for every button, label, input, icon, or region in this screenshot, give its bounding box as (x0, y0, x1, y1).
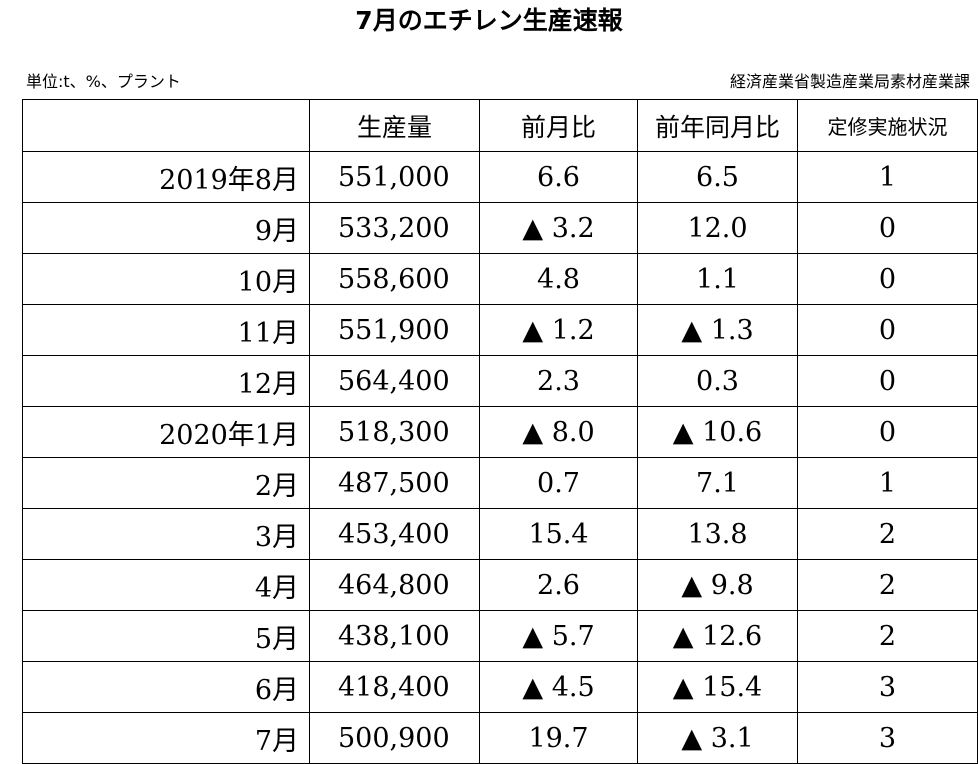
yoy-cell: 0.3 (637, 355, 798, 407)
table-row: 10月 558,600 4.8 1.1 0 (22, 253, 978, 305)
production-cell: 438,100 (309, 610, 480, 662)
ethylene-production-table: 生産量 前月比 前年同月比 定修実施状況 2019年8月 551,000 6.6 6.… (22, 99, 978, 764)
maintenance-cell: 0 (797, 406, 978, 458)
yoy-cell: ▲ 1.3 (637, 304, 798, 356)
table-row: 7月 500,900 19.7 ▲ 3.1 3 (22, 712, 978, 764)
mom-cell: 0.7 (479, 457, 638, 509)
mom-cell: ▲ 8.0 (479, 406, 638, 458)
production-cell: 418,400 (309, 661, 480, 713)
yoy-cell: 6.5 (637, 151, 798, 203)
production-cell: 551,000 (309, 151, 480, 203)
maintenance-cell: 2 (797, 508, 978, 560)
yoy-cell: 1.1 (637, 253, 798, 305)
header-maintenance: 定修実施状況 (797, 99, 978, 152)
maintenance-cell: 0 (797, 304, 978, 356)
maintenance-cell: 3 (797, 712, 978, 764)
mom-cell: ▲ 4.5 (479, 661, 638, 713)
production-cell: 551,900 (309, 304, 480, 356)
maintenance-cell: 0 (797, 253, 978, 305)
maintenance-cell: 2 (797, 559, 978, 611)
maintenance-cell: 1 (797, 151, 978, 203)
mom-cell: ▲ 5.7 (479, 610, 638, 662)
production-cell: 500,900 (309, 712, 480, 764)
maintenance-cell: 0 (797, 355, 978, 407)
header-period (22, 99, 310, 152)
table-header-row: 生産量 前月比 前年同月比 定修実施状況 (22, 99, 978, 152)
period-cell: 4月 (22, 559, 310, 611)
header-production: 生産量 (309, 99, 480, 152)
period-cell: 2020年1月 (22, 406, 310, 458)
yoy-cell: ▲ 15.4 (637, 661, 798, 713)
production-cell: 487,500 (309, 457, 480, 509)
yoy-cell: ▲ 9.8 (637, 559, 798, 611)
period-cell: 9月 (22, 202, 310, 254)
period-cell: 6月 (22, 661, 310, 713)
table-row: 2月 487,500 0.7 7.1 1 (22, 457, 978, 509)
table-row: 6月 418,400 ▲ 4.5 ▲ 15.4 3 (22, 661, 978, 713)
production-cell: 453,400 (309, 508, 480, 560)
table-row: 12月 564,400 2.3 0.3 0 (22, 355, 978, 407)
table-row: 3月 453,400 15.4 13.8 2 (22, 508, 978, 560)
header-mom: 前月比 (479, 99, 638, 152)
yoy-cell: 7.1 (637, 457, 798, 509)
period-cell: 2019年8月 (22, 151, 310, 203)
header-yoy: 前年同月比 (637, 99, 798, 152)
unit-note: 単位:t、%、プラント (26, 72, 181, 91)
period-cell: 3月 (22, 508, 310, 560)
mom-cell: 2.3 (479, 355, 638, 407)
period-cell: 7月 (22, 712, 310, 764)
page-title: 7月のエチレン生産速報 (355, 6, 623, 35)
table-row: 9月 533,200 ▲ 3.2 12.0 0 (22, 202, 978, 254)
period-cell: 11月 (22, 304, 310, 356)
table-row: 2020年1月 518,300 ▲ 8.0 ▲ 10.6 0 (22, 406, 978, 458)
mom-cell: 19.7 (479, 712, 638, 764)
production-cell: 533,200 (309, 202, 480, 254)
production-cell: 464,800 (309, 559, 480, 611)
yoy-cell: 12.0 (637, 202, 798, 254)
mom-cell: ▲ 3.2 (479, 202, 638, 254)
mom-cell: ▲ 1.2 (479, 304, 638, 356)
mom-cell: 4.8 (479, 253, 638, 305)
source-note: 経済産業省製造産業局素材産業課 (729, 72, 970, 91)
maintenance-cell: 0 (797, 202, 978, 254)
period-cell: 5月 (22, 610, 310, 662)
table-row: 2019年8月 551,000 6.6 6.5 1 (22, 151, 978, 203)
yoy-cell: 13.8 (637, 508, 798, 560)
yoy-cell: ▲ 12.6 (637, 610, 798, 662)
mom-cell: 15.4 (479, 508, 638, 560)
production-cell: 518,300 (309, 406, 480, 458)
production-cell: 564,400 (309, 355, 480, 407)
mom-cell: 6.6 (479, 151, 638, 203)
table-row: 11月 551,900 ▲ 1.2 ▲ 1.3 0 (22, 304, 978, 356)
yoy-cell: ▲ 3.1 (637, 712, 798, 764)
period-cell: 10月 (22, 253, 310, 305)
maintenance-cell: 3 (797, 661, 978, 713)
table-row: 4月 464,800 2.6 ▲ 9.8 2 (22, 559, 978, 611)
yoy-cell: ▲ 10.6 (637, 406, 798, 458)
maintenance-cell: 2 (797, 610, 978, 662)
period-cell: 2月 (22, 457, 310, 509)
table-row: 5月 438,100 ▲ 5.7 ▲ 12.6 2 (22, 610, 978, 662)
maintenance-cell: 1 (797, 457, 978, 509)
mom-cell: 2.6 (479, 559, 638, 611)
period-cell: 12月 (22, 355, 310, 407)
production-cell: 558,600 (309, 253, 480, 305)
